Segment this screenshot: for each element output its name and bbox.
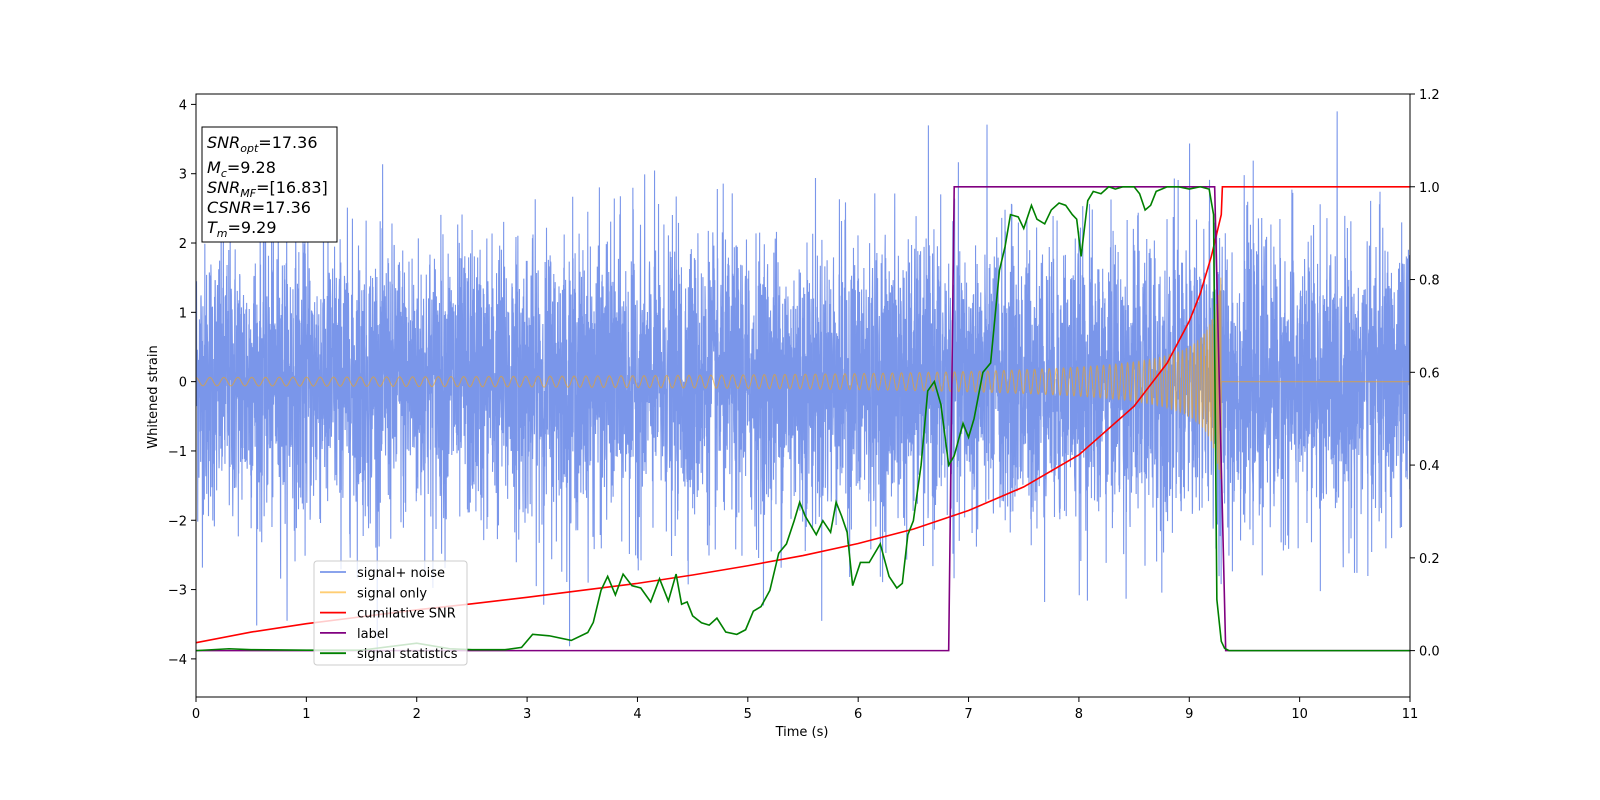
y2-tick-label: 0.4 xyxy=(1419,459,1440,474)
y-tick-label: −1 xyxy=(168,445,187,460)
y2-tick-label: 1.2 xyxy=(1419,88,1440,103)
y2-tick-label: 0.8 xyxy=(1419,274,1440,289)
x-axis-label: Time (s) xyxy=(775,725,829,740)
y2-tick-label: 1.0 xyxy=(1419,181,1440,196)
legend-frame xyxy=(313,560,468,666)
x-tick-label: 7 xyxy=(964,707,972,722)
legend-label: signal+ noise xyxy=(357,566,445,581)
x-tick-label: 8 xyxy=(1075,707,1083,722)
annotation-line: CSNR=17.36 xyxy=(207,198,311,217)
y-tick-label: 4 xyxy=(179,98,187,113)
annotation-line: SNRMF=[16.83] xyxy=(207,178,328,200)
x-tick-label: 2 xyxy=(413,707,421,722)
legend-label: cumilative SNR xyxy=(357,607,456,622)
axes: 0 1 2 3 4 5 6 7 8 9 10 11 −4 −3 −2 −1 0 1 2 3 4 0.0 0.2 0.4 0.6 0… xyxy=(168,88,1440,722)
series-signal-only-line xyxy=(196,277,1410,480)
y-tick-label: 3 xyxy=(179,168,187,183)
annotation-line: Mc=9.28 xyxy=(207,158,276,180)
x-tick-label: 4 xyxy=(633,707,641,722)
annotation-box: SNRopt=17.36 Mc=9.28SNRMF=[16.83]CSNR=17.… xyxy=(201,126,338,243)
annotation-line: SNRopt=17.36 xyxy=(207,133,318,155)
legend-label: label xyxy=(357,627,388,642)
y2-tick-label: 0.0 xyxy=(1419,645,1440,660)
legend: signal+ noise signal only cumilative SNR la… xyxy=(313,560,468,666)
x-tick-label: 5 xyxy=(744,707,752,722)
y-tick-label: 1 xyxy=(179,306,187,321)
x-tick-label: 0 xyxy=(192,707,200,722)
y-tick-label: −2 xyxy=(168,514,187,529)
x-tick-label: 10 xyxy=(1291,707,1308,722)
x-tick-label: 11 xyxy=(1402,707,1419,722)
annotation-line: Tm=9.29 xyxy=(207,218,277,240)
x-tick-label: 1 xyxy=(302,707,310,722)
legend-label: signal statistics xyxy=(357,647,458,662)
x-tick-label: 9 xyxy=(1185,707,1193,722)
y-tick-label: 0 xyxy=(179,376,187,391)
annotation-frame xyxy=(201,126,338,243)
y2-tick-label: 0.2 xyxy=(1419,552,1440,567)
x-tick-label: 6 xyxy=(854,707,862,722)
y-tick-label: −3 xyxy=(168,584,187,599)
legend-label: signal only xyxy=(357,586,427,601)
y-tick-label: −4 xyxy=(168,653,187,668)
x-tick-label: 3 xyxy=(523,707,531,722)
y-axis-label: Whitened strain xyxy=(146,345,161,448)
series-signal-statistics-line xyxy=(196,185,1410,652)
y2-tick-label: 0.6 xyxy=(1419,366,1440,381)
plot-frame xyxy=(195,93,1411,698)
y-tick-label: 2 xyxy=(179,237,187,252)
